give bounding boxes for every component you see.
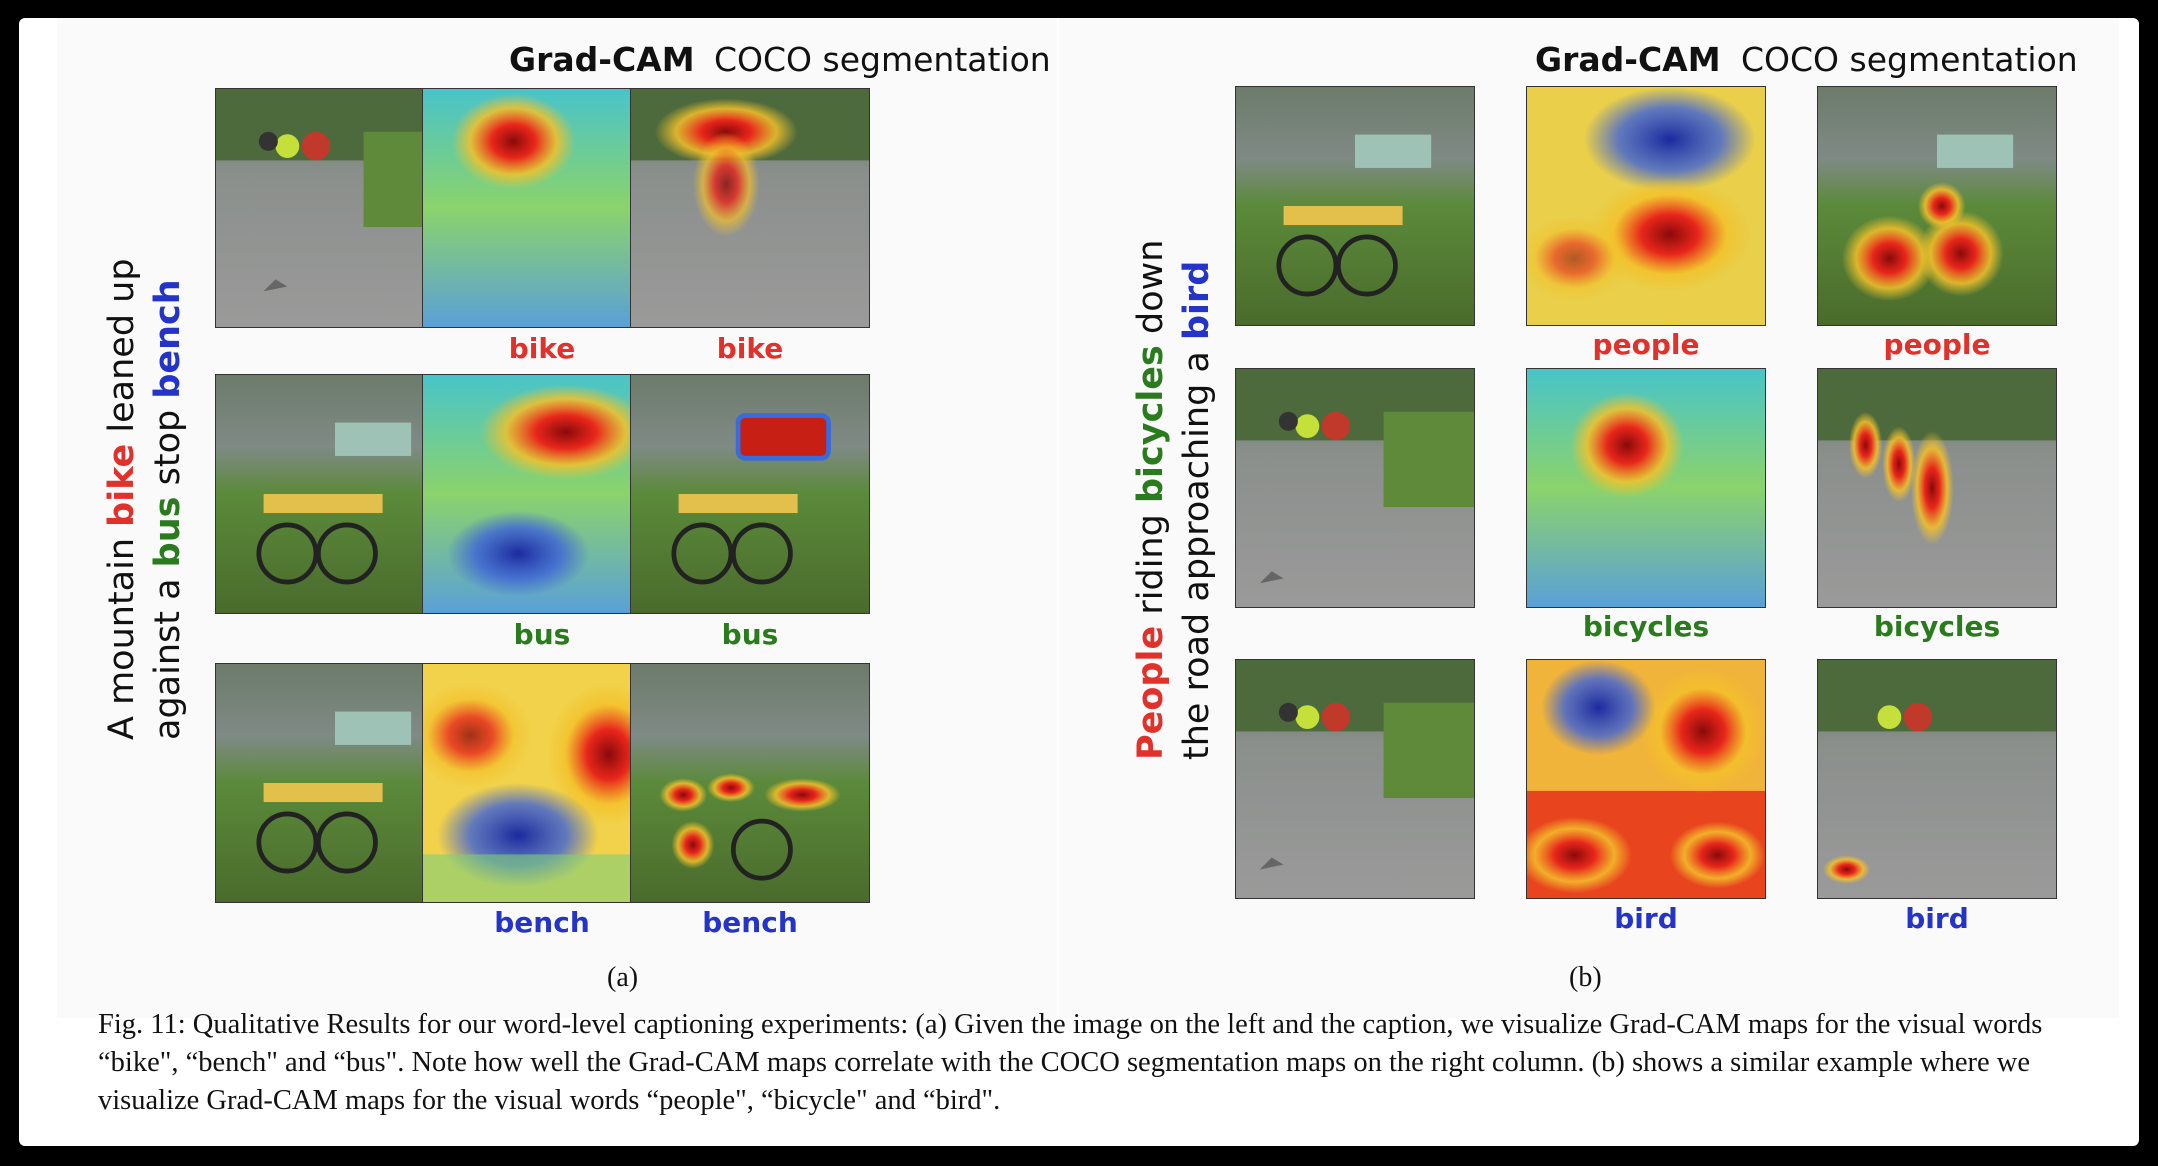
panel-b-row2-original [1235,368,1475,608]
panel-a-gradcam-header: Grad-CAM [509,40,695,79]
panel-a-row3-coco [630,663,870,903]
figure-page: Grad-CAM COCO segmentation A mountain bi… [19,18,2139,1146]
panel-a-row3-gradcam [422,663,662,903]
panel-b-row3-coco-label: bird [1905,902,1969,935]
panel-b-row3-gradcam-label: bird [1614,902,1678,935]
panel-a-row3-original [215,663,455,903]
panel-b-caption: People riding bicycles down the road app… [1131,239,1217,760]
panel-a-sublabel: (a) [607,962,639,993]
panel-a-row2-gradcam [422,374,662,614]
panel-b-row2-gradcam [1526,368,1766,608]
panel-b-row1-gradcam-label: people [1592,328,1700,361]
panel-b-row3-coco [1817,659,2057,899]
panel-b-row2-coco-label: bicycles [1873,610,2001,643]
panel-b-row1-coco-label: people [1883,328,1991,361]
panel-a-row1-gradcam-label: bike [508,332,576,365]
panel-a-row3-gradcam-label: bench [494,906,590,939]
panel-a-row2-gradcam-label: bus [513,618,571,651]
panel-a-row2-coco-label: bus [721,618,779,651]
figure-caption: Fig. 11: Qualitative Results for our wor… [98,1009,2043,1116]
panel-a-row2-coco [630,374,870,614]
panel-a-row1-coco [630,88,870,328]
panel-a-row1-coco-label: bike [716,332,784,365]
panel-b-gradcam-header: Grad-CAM [1535,40,1721,79]
panel-b: Grad-CAM COCO segmentation People riding… [1059,18,2119,1018]
panel-b-coco-header: COCO segmentation [1741,40,2078,79]
panel-a-caption: A mountain bike leaned up against a bus … [102,258,188,740]
panel-b-row2-coco [1817,368,2057,608]
panel-a-row3-coco-label: bench [702,906,798,939]
panel-b-row1-coco [1817,86,2057,326]
panel-a-row1-gradcam [422,88,662,328]
panel-a: Grad-CAM COCO segmentation A mountain bi… [57,18,1057,1018]
panel-b-row3-original [1235,659,1475,899]
panel-a-coco-header: COCO segmentation [714,40,1051,79]
panel-b-row1-gradcam [1526,86,1766,326]
panel-b-sublabel: (b) [1569,962,1602,993]
panel-b-row3-gradcam [1526,659,1766,899]
panel-a-row1-original [215,88,455,328]
panel-b-row1-original [1235,86,1475,326]
panel-a-row2-original [215,374,455,614]
panel-b-row2-gradcam-label: bicycles [1582,610,1710,643]
